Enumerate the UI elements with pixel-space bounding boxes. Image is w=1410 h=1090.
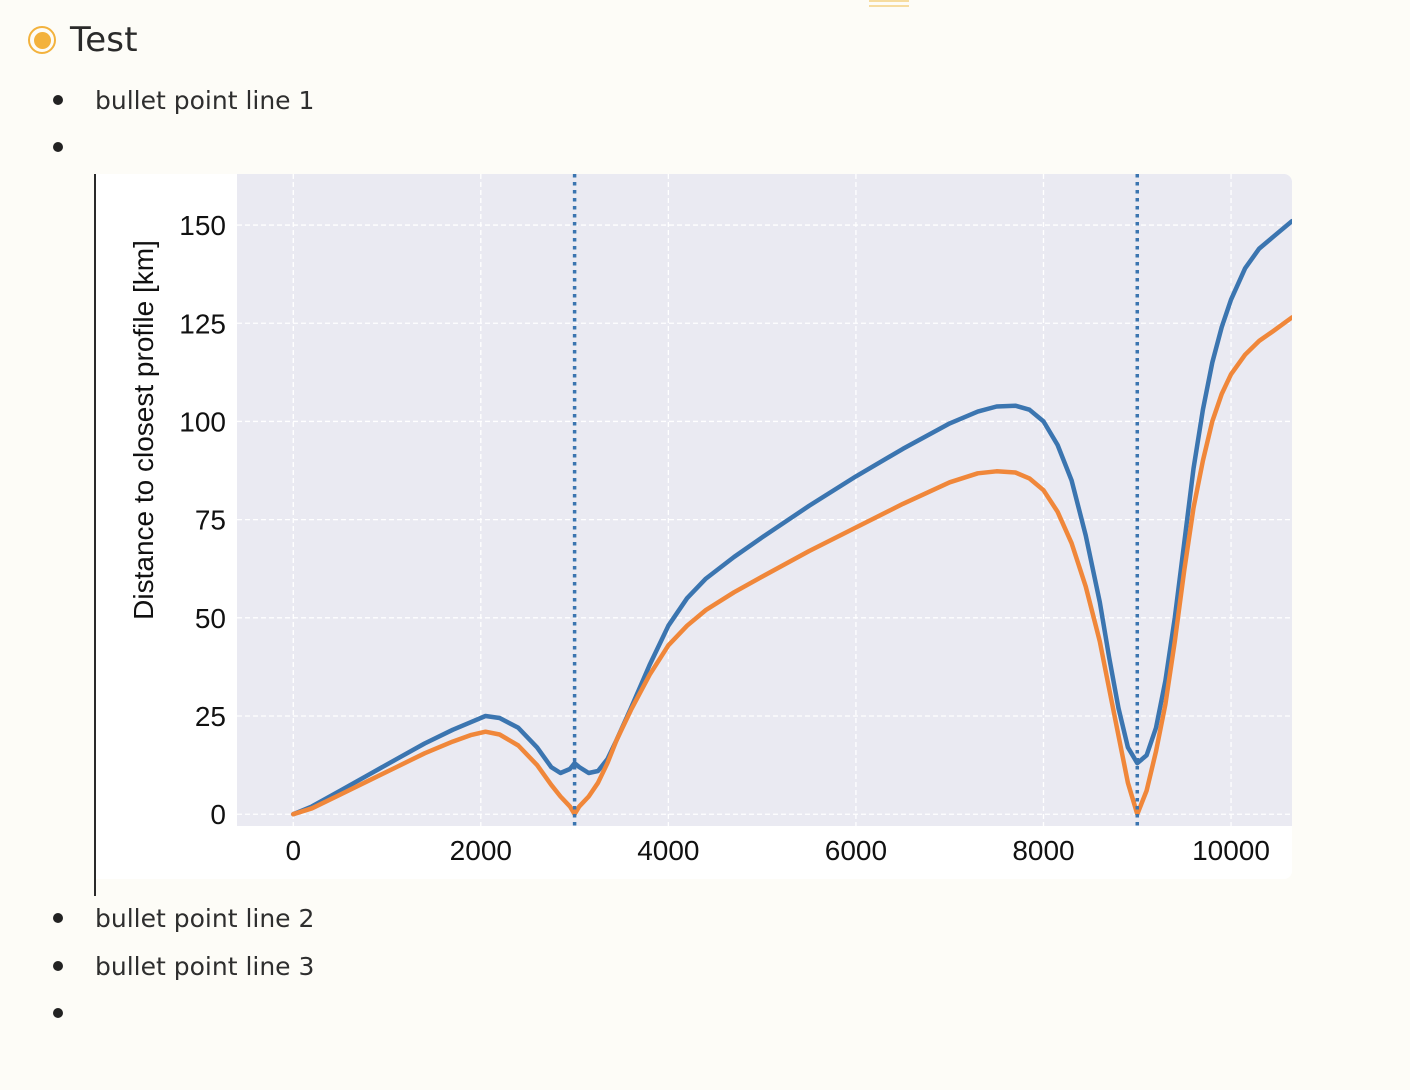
x-tick-label: 6000 bbox=[825, 835, 887, 866]
drag-handle-icon[interactable] bbox=[869, 0, 909, 8]
y-tick-label: 100 bbox=[179, 406, 226, 437]
bullet-icon bbox=[53, 1008, 63, 1018]
x-tick-label: 8000 bbox=[1012, 835, 1074, 866]
y-tick-label: 125 bbox=[179, 308, 226, 339]
x-tick-label: 2000 bbox=[450, 835, 512, 866]
x-tick-label: 0 bbox=[285, 835, 301, 866]
bullet-icon bbox=[53, 961, 63, 971]
y-tick-label: 0 bbox=[210, 799, 226, 830]
y-tick-label: 75 bbox=[195, 505, 226, 536]
list-item-text[interactable]: bullet point line 3 bbox=[95, 951, 315, 981]
chart-svg: 0 2000 4000 6000 8000 10000 0 25 50 75 100 125 150 Di… bbox=[128, 174, 1292, 866]
x-tick-label: 4000 bbox=[637, 835, 699, 866]
y-tick-label: 50 bbox=[195, 603, 226, 634]
bullet-icon bbox=[53, 142, 63, 152]
bullet-icon bbox=[53, 95, 63, 105]
plot-area bbox=[237, 174, 1292, 826]
embedded-chart-image[interactable]: 0 2000 4000 6000 8000 10000 0 25 50 75 100 125 150 Di… bbox=[96, 174, 1292, 879]
page-title[interactable]: Test bbox=[70, 20, 138, 60]
radio-circle-icon[interactable] bbox=[28, 26, 56, 54]
list-item-text[interactable]: bullet point line 2 bbox=[95, 903, 315, 933]
bullet-icon bbox=[53, 913, 63, 923]
y-axis-label: Distance to closest profile [km] bbox=[128, 240, 159, 620]
block-indent-rule bbox=[94, 174, 96, 896]
series-line-blue bbox=[291, 218, 1292, 817]
series-line-orange bbox=[291, 315, 1292, 817]
y-tick-label: 25 bbox=[195, 701, 226, 732]
y-tick-label: 150 bbox=[179, 210, 226, 241]
x-tick-label: 10000 bbox=[1192, 835, 1270, 866]
page-heading: Test bbox=[28, 18, 138, 62]
list-item-text[interactable]: bullet point line 1 bbox=[95, 85, 315, 115]
